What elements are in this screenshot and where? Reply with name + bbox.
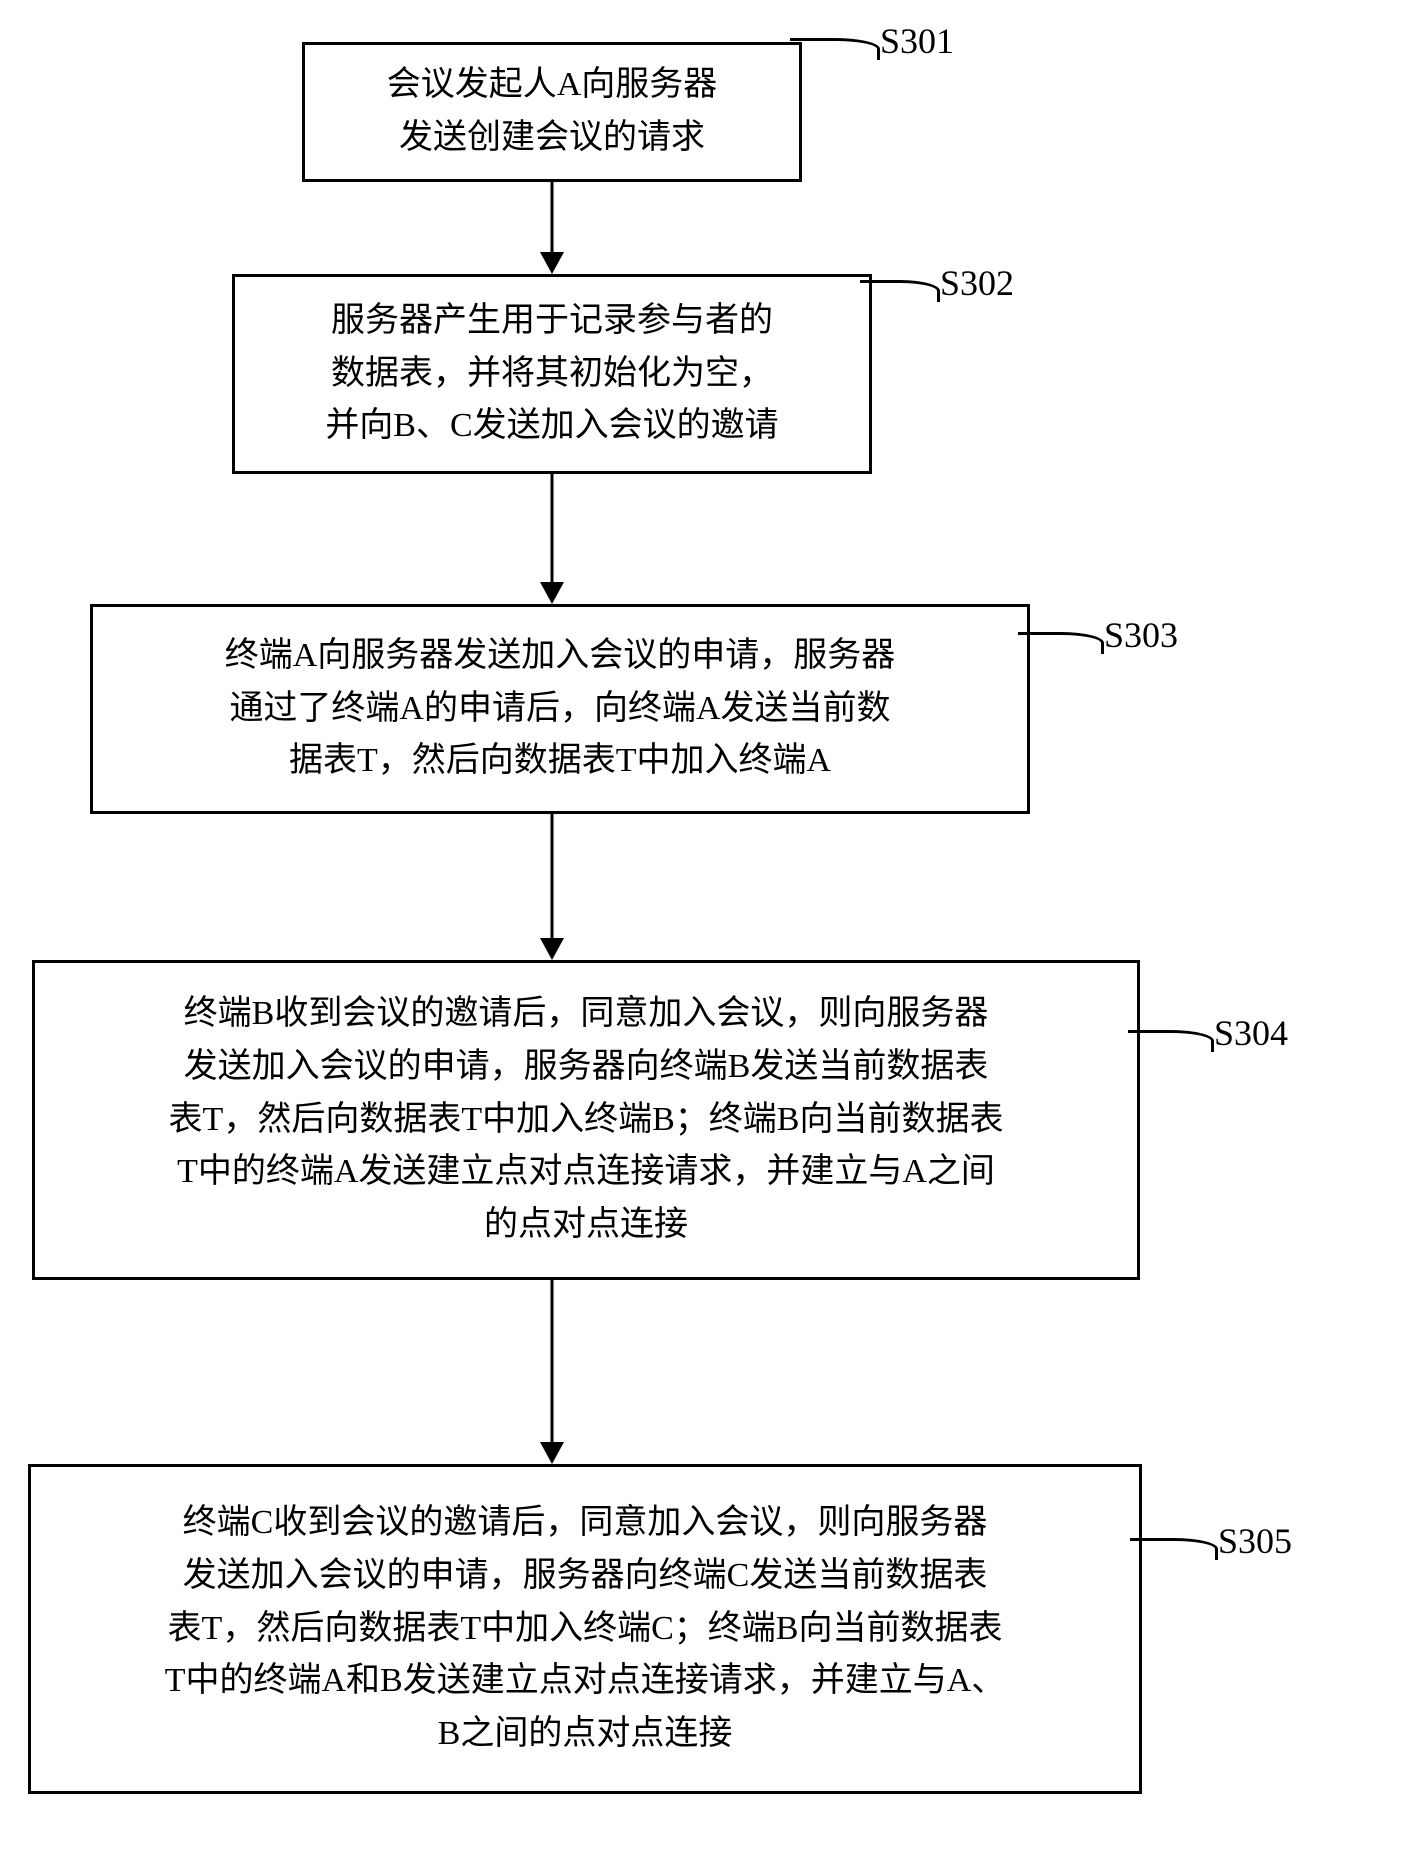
label-connector	[860, 280, 940, 302]
flowchart-node-s302: 服务器产生用于记录参与者的数据表，并将其初始化为空，并向B、C发送加入会议的邀请	[232, 274, 872, 474]
flowchart-arrow-head	[540, 938, 564, 960]
step-label-s301: S301	[880, 20, 954, 62]
step-label-s305: S305	[1218, 1520, 1292, 1562]
flowchart-arrow-head	[540, 252, 564, 274]
label-connector	[1018, 632, 1104, 654]
flowchart-arrow-head	[540, 582, 564, 604]
label-connector	[790, 38, 880, 60]
step-label-s302: S302	[940, 262, 1014, 304]
flowchart-arrow-head	[540, 1442, 564, 1464]
flowchart-node-s304: 终端B收到会议的邀请后，同意加入会议，则向服务器发送加入会议的申请，服务器向终端…	[32, 960, 1140, 1280]
flowchart-node-s305: 终端C收到会议的邀请后，同意加入会议，则向服务器发送加入会议的申请，服务器向终端…	[28, 1464, 1142, 1794]
step-label-s303: S303	[1104, 614, 1178, 656]
label-connector	[1130, 1538, 1218, 1560]
node-text: 会议发起人A向服务器发送创建会议的请求	[387, 59, 718, 164]
node-text: 服务器产生用于记录参与者的数据表，并将其初始化为空，并向B、C发送加入会议的邀请	[325, 295, 778, 453]
flowchart-container: 会议发起人A向服务器发送创建会议的请求 S301 服务器产生用于记录参与者的数据…	[0, 0, 1419, 1868]
flowchart-arrow	[551, 474, 554, 582]
node-text: 终端C收到会议的邀请后，同意加入会议，则向服务器发送加入会议的申请，服务器向终端…	[165, 1497, 1006, 1760]
step-label-s304: S304	[1214, 1012, 1288, 1054]
flowchart-arrow	[551, 1280, 554, 1442]
flowchart-node-s301: 会议发起人A向服务器发送创建会议的请求	[302, 42, 802, 182]
node-text: 终端B收到会议的邀请后，同意加入会议，则向服务器发送加入会议的申请，服务器向终端…	[169, 988, 1004, 1251]
flowchart-node-s303: 终端A向服务器发送加入会议的申请，服务器通过了终端A的申请后，向终端A发送当前数…	[90, 604, 1030, 814]
flowchart-arrow	[551, 814, 554, 938]
node-text: 终端A向服务器发送加入会议的申请，服务器通过了终端A的申请后，向终端A发送当前数…	[225, 630, 896, 788]
flowchart-arrow	[551, 182, 554, 252]
label-connector	[1128, 1030, 1214, 1052]
